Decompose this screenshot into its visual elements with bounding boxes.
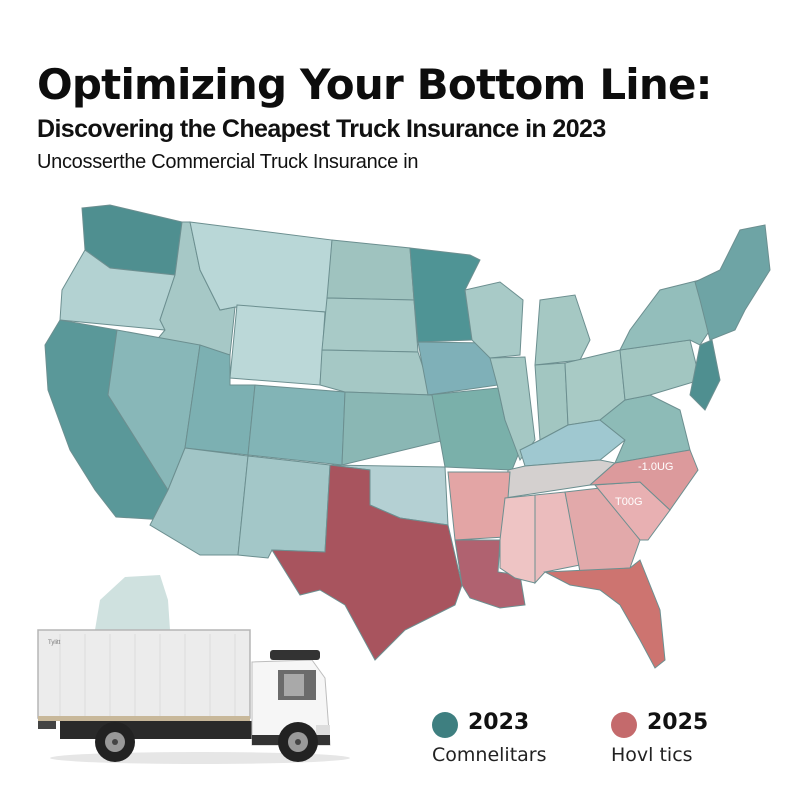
state-north-dakota — [326, 239, 415, 301]
state-michigan — [534, 294, 591, 366]
legend-year: 2025 — [647, 710, 709, 735]
state-alabama — [534, 491, 581, 585]
state-georgia — [564, 487, 641, 573]
state-south-dakota — [321, 297, 419, 353]
state-kansas — [341, 391, 446, 466]
page-subtitle: Discovering the Cheapest Truck Insurance… — [37, 115, 606, 143]
state-north-carolina — [588, 449, 699, 511]
state-new-england — [694, 224, 771, 341]
state-wisconsin — [464, 281, 524, 359]
state-new-jersey — [689, 339, 721, 411]
state-illinois — [489, 356, 536, 462]
state-new-mexico — [237, 455, 331, 559]
state-texas — [271, 464, 463, 661]
truck-side-text: Tylitt — [48, 640, 61, 646]
map-label-north-carolina: -1.0UG — [638, 461, 673, 473]
legend-description: Hovl tics — [611, 744, 693, 766]
legend-dot-icon — [611, 712, 637, 738]
truck-illustration: Tylitt — [37, 629, 350, 764]
state-pennsylvania — [619, 339, 701, 401]
state-arkansas — [447, 471, 511, 541]
state-wyoming — [229, 304, 326, 386]
state-mississippi — [499, 494, 536, 584]
state-alaska — [95, 575, 170, 630]
page-title: Optimizing Your Bottom Line: — [37, 60, 712, 109]
state-new-york — [619, 279, 711, 351]
state-nebraska — [319, 349, 433, 396]
legend-year: 2023 — [468, 710, 530, 735]
map-label-south-carolina: T00G — [615, 496, 643, 508]
state-colorado — [247, 384, 346, 466]
state-louisiana — [454, 539, 526, 609]
legend-description: Comnelitars — [432, 744, 547, 766]
legend-dot-icon — [432, 712, 458, 738]
state-florida — [543, 559, 666, 669]
page-tagline: Uncosserthe Commercial Truck Insurance i… — [37, 151, 419, 173]
